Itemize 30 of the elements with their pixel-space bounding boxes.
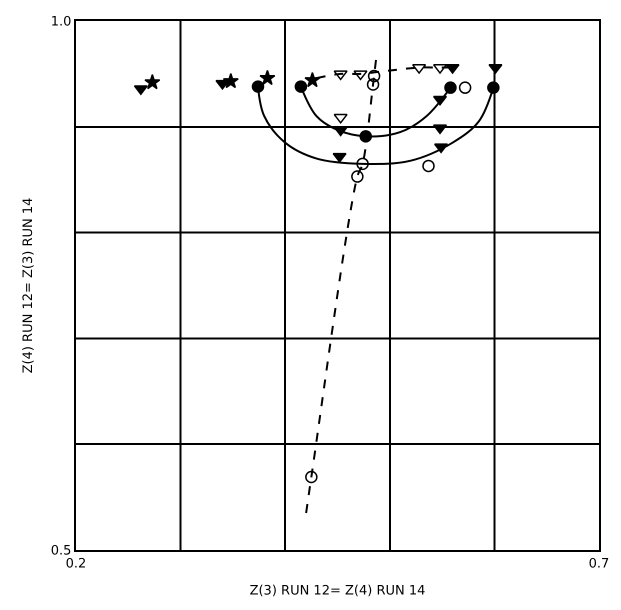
point xyxy=(356,158,369,170)
point xyxy=(351,170,364,183)
point xyxy=(432,96,448,106)
point xyxy=(334,114,348,124)
x-axis-title: Z(3) RUN 12= Z(4) RUN 14 xyxy=(250,584,426,599)
point xyxy=(222,72,239,88)
y-tick-label: 0.5 xyxy=(50,544,72,559)
point xyxy=(368,70,380,82)
point xyxy=(144,74,160,90)
x-tick-label: 0.7 xyxy=(588,556,610,572)
point xyxy=(332,152,347,163)
point xyxy=(305,470,318,484)
point xyxy=(432,124,448,134)
point xyxy=(334,70,348,80)
point xyxy=(304,72,320,88)
point xyxy=(422,160,435,172)
y-tick-label: 1.0 xyxy=(50,14,72,30)
point xyxy=(334,126,348,136)
point xyxy=(487,81,500,94)
x-tick-label: 0.2 xyxy=(66,556,86,572)
point xyxy=(294,80,308,93)
point xyxy=(458,81,472,94)
point xyxy=(252,80,264,93)
point xyxy=(353,70,368,80)
point xyxy=(434,143,448,154)
point xyxy=(259,70,276,86)
point xyxy=(359,130,372,143)
point xyxy=(444,81,457,94)
y-axis-title: Z(4) RUN 12= Z(3) RUN 14 xyxy=(21,198,36,374)
point xyxy=(366,78,380,91)
